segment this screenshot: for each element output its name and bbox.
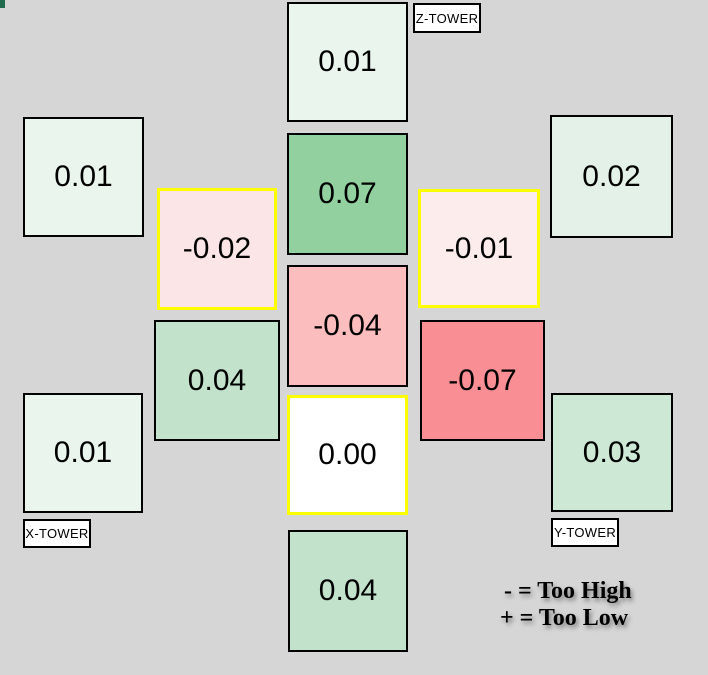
sheet-corner-mark: [0, 0, 5, 8]
tower-label-y-tower: Y-TOWER: [551, 518, 619, 547]
value-cell-bottom-right[interactable]: 0.03: [551, 393, 673, 512]
legend: - = Too High + = Too Low: [500, 578, 632, 632]
value-cell-upper-left[interactable]: 0.01: [23, 117, 144, 237]
value-cell-top-center[interactable]: 0.01: [287, 2, 408, 122]
tower-label-x-tower: X-TOWER: [23, 519, 91, 548]
value-cell-center[interactable]: -0.04: [287, 265, 408, 387]
value-cell-bottom-left[interactable]: 0.01: [23, 393, 143, 513]
value-cell-upper-center[interactable]: 0.07: [287, 133, 408, 255]
legend-line-too-low: + = Too Low: [500, 605, 629, 631]
value-cell-upper-right[interactable]: 0.02: [550, 115, 673, 238]
value-cell-mid-right[interactable]: -0.01: [418, 189, 540, 308]
tower-label-z-tower: Z-TOWER: [413, 3, 481, 33]
value-cell-bottom-center[interactable]: 0.04: [288, 530, 408, 652]
value-cell-mid-left[interactable]: -0.02: [157, 188, 277, 310]
value-cell-lower-right-inner[interactable]: -0.07: [420, 320, 545, 441]
legend-line-too-high: - = Too High: [504, 578, 632, 604]
value-cell-center-zero[interactable]: 0.00: [287, 395, 408, 515]
value-cell-lower-left-inner[interactable]: 0.04: [154, 320, 280, 441]
